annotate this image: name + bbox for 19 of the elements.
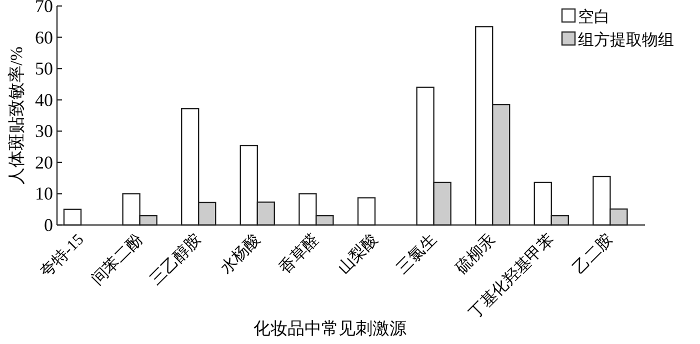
y-tick-label: 40 [35, 90, 53, 110]
legend-label: 空白 [578, 8, 610, 26]
x-tick-label: 间苯二酚 [88, 230, 146, 288]
x-tick-label: 硫柳汞 [452, 230, 499, 278]
y-tick-label: 20 [35, 152, 53, 172]
y-tick-label: 50 [35, 58, 53, 79]
y-tick-label: 70 [35, 0, 53, 16]
x-tick-label: 三氯生 [393, 230, 440, 278]
y-tick-label: 10 [35, 184, 53, 204]
y-tick-label: 30 [35, 121, 53, 142]
y-axis-title: 人体斑贴致敏率/% [7, 46, 26, 184]
x-tick-label: 乙二胺 [570, 230, 616, 278]
legend-label: 组方提取物组 [578, 31, 674, 49]
x-tick-label: 水杨酸 [216, 230, 264, 278]
x-tick-label: 香草醛 [276, 230, 322, 278]
x-tick-label: 三乙醇胺 [146, 230, 205, 288]
x-tick-label: 山梨酸 [334, 230, 382, 278]
x-axis-title: 化妆品中常见刺激源 [254, 319, 406, 338]
y-tick-label: 60 [35, 27, 53, 48]
